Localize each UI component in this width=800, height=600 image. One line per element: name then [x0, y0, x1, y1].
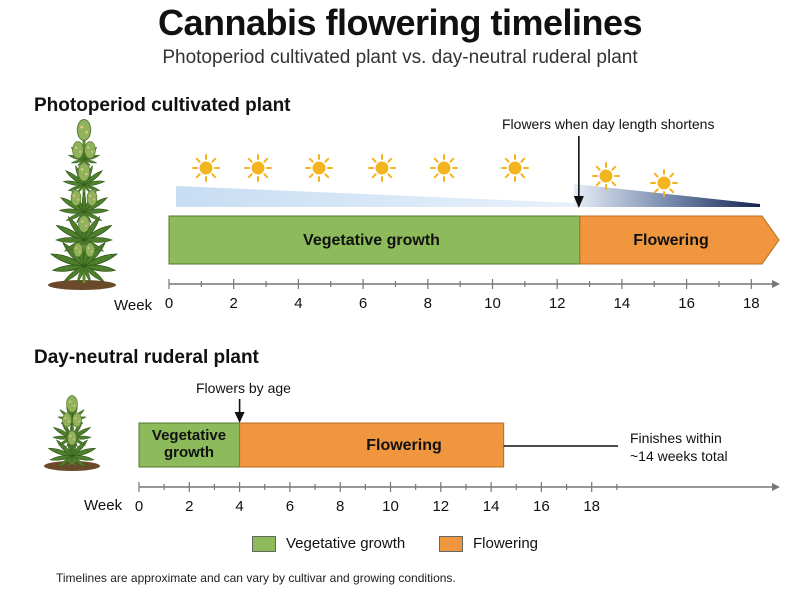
- axis-arrowhead: [772, 280, 780, 288]
- ruderal-finish-note: Finishes within ~14 weeks total: [630, 429, 728, 465]
- ruderal-vegetative-bar: [138, 422, 241, 468]
- axis-tick-label: 18: [743, 295, 760, 312]
- ruderal-axis-label: Week: [84, 497, 123, 514]
- sun-icon: [368, 154, 396, 182]
- ruderal-week-axis: 0 2 4 6 8 10 12 14 16 18: [135, 482, 780, 515]
- night-length-indicator: [574, 184, 760, 207]
- axis-tick-label: 12: [549, 295, 566, 312]
- photoperiod-heading: Photoperiod cultivated plant: [34, 95, 291, 116]
- ruderal-vegetative-label: Vegetative growth: [140, 427, 238, 461]
- footnote: Timelines are approximate and can vary b…: [56, 571, 456, 585]
- ruderal-arrowhead: [234, 412, 245, 423]
- ruderal-vegetative-label-line2: growth: [164, 444, 214, 461]
- legend-flowering-swatch: [439, 535, 463, 552]
- axis-tick-label: 2: [230, 295, 238, 312]
- axis-tick-label: 16: [678, 295, 695, 312]
- photoperiod-axis-label: Week: [114, 297, 153, 314]
- ruderal-flowering-bar: [239, 422, 505, 468]
- axis-tick-label: 18: [583, 498, 600, 515]
- axis-arrowhead: [772, 483, 780, 491]
- legend-flowering-label: Flowering: [473, 535, 539, 552]
- day-length-indicator: [176, 186, 574, 207]
- photoperiod-week-axis: 0 2 4 6 8 10 12 14 16 18: [165, 279, 780, 312]
- moon-icon: [726, 176, 741, 193]
- ruderal-flowering-label: Flowering: [366, 437, 442, 454]
- axis-tick-label: 10: [382, 498, 399, 515]
- axis-tick-label: 6: [286, 498, 294, 515]
- legend-flowering: Flowering: [439, 535, 538, 552]
- axis-tick-label: 6: [359, 295, 367, 312]
- axis-tick-label: 10: [484, 295, 501, 312]
- ruderal-heading: Day-neutral ruderal plant: [34, 347, 259, 368]
- sun-icons: [192, 154, 678, 197]
- photoperiod-flowering-bar: [579, 215, 780, 265]
- sun-icon: [592, 162, 620, 190]
- ruderal-plant-illustration: [44, 395, 101, 472]
- axis-tick-label: 8: [424, 295, 432, 312]
- diagram-title: Cannabis flowering timelines: [157, 2, 643, 43]
- axis-tick-label: 12: [432, 498, 449, 515]
- legend-vegetative-swatch: [252, 535, 276, 552]
- photoperiod-annotation: Flowers when day length shortens: [502, 116, 715, 132]
- finish-note-line2: ~14 weeks total: [630, 448, 728, 464]
- legend-vegetative: Vegetative growth: [252, 535, 405, 552]
- sun-icon: [305, 154, 333, 182]
- axis-tick-label: 0: [135, 498, 143, 515]
- ruderal-vegetative-label-line1: Vegetative: [151, 427, 227, 444]
- sun-icon: [244, 154, 272, 182]
- photoperiod-plant-illustration: [43, 118, 124, 290]
- sun-icon: [430, 154, 458, 182]
- axis-tick-label: 0: [165, 295, 173, 312]
- legend-vegetative-label: Vegetative growth: [286, 535, 406, 552]
- photoperiod-arrowhead: [573, 196, 584, 208]
- axis-tick-label: 4: [235, 498, 243, 515]
- sun-icon: [501, 154, 529, 182]
- photoperiod-vegetative-label: Vegetative growth: [303, 232, 440, 249]
- photoperiod-flowering-label: Flowering: [633, 232, 709, 249]
- sun-icon: [192, 154, 220, 182]
- axis-tick-label: 16: [533, 498, 550, 515]
- axis-tick-label: 4: [294, 295, 302, 312]
- sun-icon: [650, 169, 678, 197]
- ruderal-annotation: Flowers by age: [196, 380, 291, 396]
- diagram-subtitle: Photoperiod cultivated plant vs. day-neu…: [162, 47, 638, 68]
- axis-tick-label: 14: [614, 295, 631, 312]
- axis-tick-label: 8: [336, 498, 344, 515]
- axis-tick-label: 2: [185, 498, 193, 515]
- finish-note-line1: Finishes within: [630, 430, 722, 446]
- axis-tick-label: 14: [483, 498, 500, 515]
